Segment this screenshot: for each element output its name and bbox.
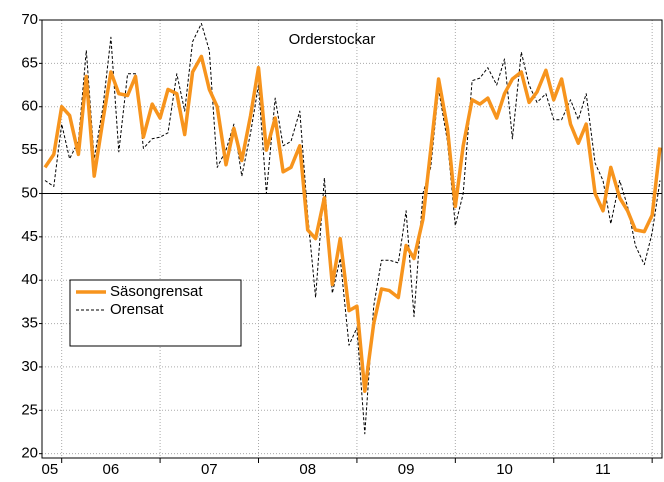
x-tick-label: 09 <box>398 461 415 478</box>
y-tick-label: 20 <box>21 445 38 462</box>
x-tick-label: 07 <box>201 461 218 478</box>
x-tick-label: 08 <box>299 461 316 478</box>
x-tick-label: 10 <box>496 461 513 478</box>
legend-label: Säsongrensat <box>110 283 203 300</box>
y-tick-label: 25 <box>21 401 38 418</box>
plot-frame <box>41 19 663 459</box>
y-tick-label: 50 <box>21 184 38 201</box>
y-tick-label: 30 <box>21 358 38 375</box>
series-line <box>43 54 662 393</box>
x-tick-label: 06 <box>103 461 120 478</box>
y-tick-label: 45 <box>21 228 38 245</box>
legend-label: Orensat <box>110 301 164 318</box>
x-tick-label: 05 <box>42 461 59 478</box>
y-tick-label: 60 <box>21 98 38 115</box>
y-tick-label: 70 <box>21 11 38 28</box>
plot-background <box>42 20 662 458</box>
chart-title: Orderstockar <box>289 31 376 48</box>
x-tick-label: 11 <box>595 461 611 478</box>
y-tick-label: 40 <box>21 271 38 288</box>
y-tick-label: 55 <box>21 141 38 158</box>
y-tick-label: 65 <box>21 54 38 71</box>
series-line <box>44 23 661 435</box>
y-tick-label: 35 <box>21 315 38 332</box>
